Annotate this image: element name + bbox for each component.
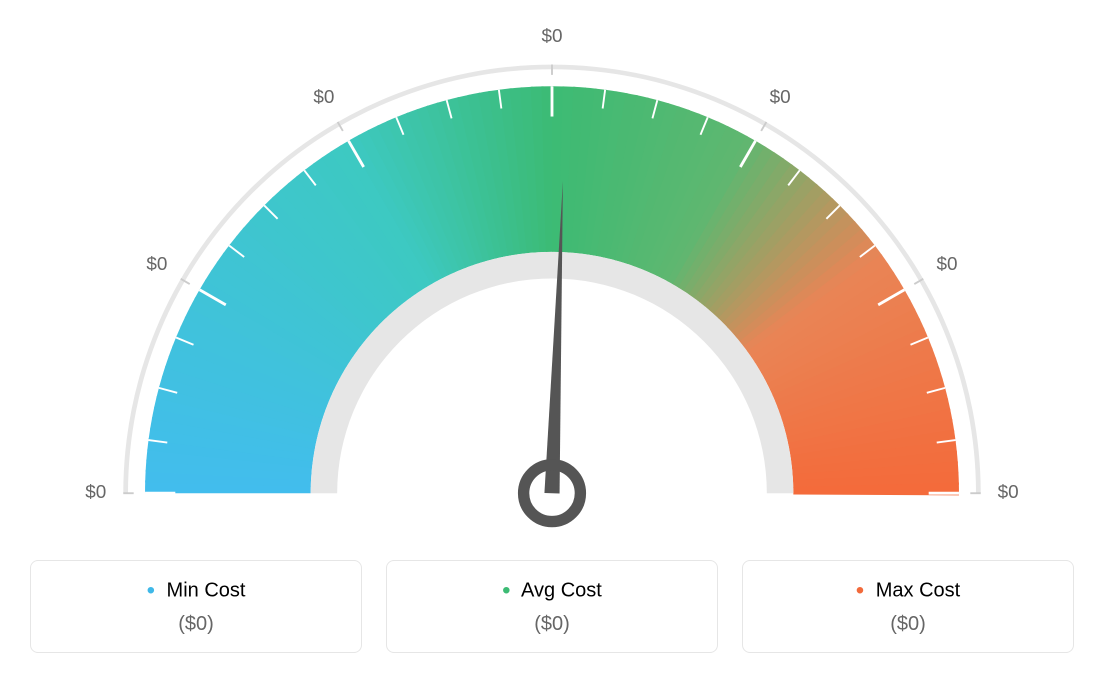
- svg-text:$0: $0: [998, 482, 1019, 503]
- legend-card-avg: • Avg Cost ($0): [386, 560, 718, 653]
- legend-text-min: Min Cost: [167, 579, 246, 601]
- bullet-icon: •: [856, 577, 864, 604]
- gauge-area: $0 $0 $0 $0 $0 $0 $0: [30, 20, 1074, 550]
- svg-text:$0: $0: [541, 26, 562, 47]
- svg-text:$0: $0: [85, 482, 106, 503]
- legend-row: • Min Cost ($0) • Avg Cost ($0) • Max Co…: [30, 560, 1074, 653]
- legend-label-max: • Max Cost: [753, 579, 1063, 603]
- legend-value-max: ($0): [753, 613, 1063, 636]
- legend-card-max: • Max Cost ($0): [742, 560, 1074, 653]
- svg-text:$0: $0: [146, 254, 167, 275]
- bullet-icon: •: [502, 577, 510, 604]
- legend-value-min: ($0): [41, 613, 351, 636]
- gauge-chart-container: $0 $0 $0 $0 $0 $0 $0 • Min Cost ($0) • Avg Cos…: [0, 0, 1104, 690]
- svg-text:$0: $0: [770, 87, 791, 108]
- legend-card-min: • Min Cost ($0): [30, 560, 362, 653]
- legend-text-max: Max Cost: [876, 579, 960, 601]
- svg-text:$0: $0: [313, 87, 334, 108]
- bullet-icon: •: [147, 577, 155, 604]
- legend-label-min: • Min Cost: [41, 579, 351, 603]
- gauge-svg: $0 $0 $0 $0 $0 $0 $0: [30, 20, 1074, 550]
- legend-text-avg: Avg Cost: [521, 579, 602, 601]
- legend-value-avg: ($0): [397, 613, 707, 636]
- svg-text:$0: $0: [937, 254, 958, 275]
- legend-label-avg: • Avg Cost: [397, 579, 707, 603]
